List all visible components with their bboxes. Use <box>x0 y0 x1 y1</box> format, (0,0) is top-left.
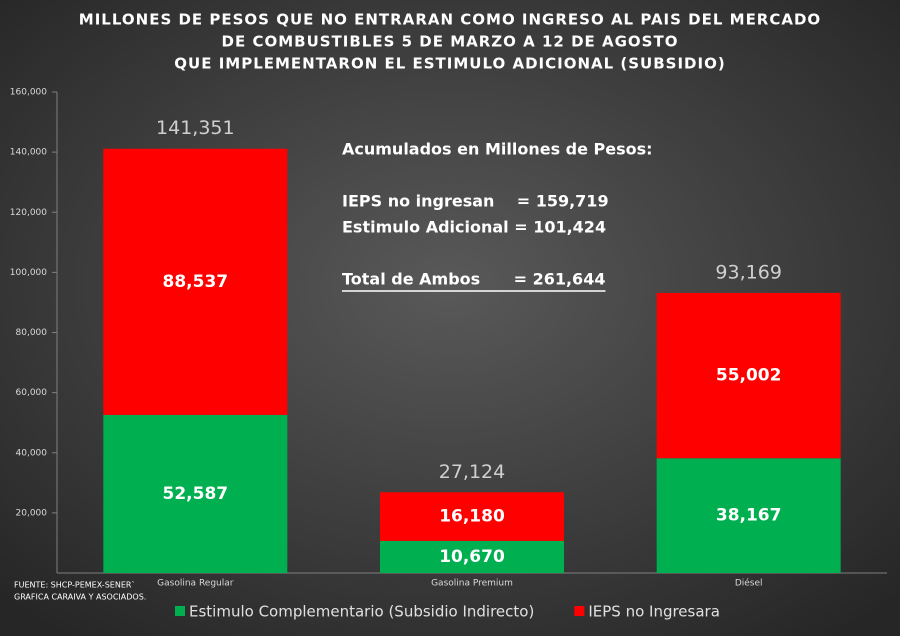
y-tick-label: 80,000 <box>16 328 48 338</box>
source-note: FUENTE: SHCP-PEMEX-SENER` <box>14 580 135 590</box>
source-note: GRAFICA CARAIVA Y ASOCIADOS. <box>14 593 146 602</box>
x-tick-label: Gasolina Premium <box>431 579 513 589</box>
bar-segment <box>380 492 564 541</box>
bar-segment <box>103 148 288 415</box>
value-label: 52,587 <box>163 484 229 504</box>
y-tick-label: 140,000 <box>10 148 47 158</box>
chart-title: MILLONES DE PESOS QUE NO ENTRARAN COMO I… <box>79 11 821 29</box>
y-tick-label: 160,000 <box>10 88 47 98</box>
y-tick-label: 100,000 <box>10 268 47 278</box>
legend-label: IEPS no Ingresara <box>588 603 720 621</box>
y-tick-label: 40,000 <box>16 448 48 458</box>
bar-segment <box>656 292 841 459</box>
value-label: 16,180 <box>439 507 505 527</box>
chart-title: QUE IMPLEMENTARON EL ESTIMULO ADICIONAL … <box>174 55 725 73</box>
y-tick-label: 20,000 <box>16 508 48 518</box>
bar-segment <box>103 414 288 573</box>
legend-label: Estimulo Complementario (Subsidio Indire… <box>189 603 534 621</box>
annotation: IEPS no ingresan = 159,719 <box>342 192 609 211</box>
total-label: 93,169 <box>715 261 781 283</box>
annotation: Total de Ambos = 261,644 <box>342 270 605 289</box>
value-label: 88,537 <box>163 272 229 292</box>
y-tick-label: 60,000 <box>16 388 48 398</box>
legend-swatch <box>175 606 185 616</box>
x-tick-label: Gasolina Regular <box>157 579 234 589</box>
bar-segment <box>380 540 564 573</box>
value-label: 55,002 <box>716 366 782 386</box>
total-label: 27,124 <box>439 461 505 483</box>
annotation: Acumulados en Millones de Pesos: <box>342 140 653 159</box>
chart-title: DE COMBUSTIBLES 5 DE MARZO A 12 DE AGOST… <box>222 33 679 51</box>
value-label: 38,167 <box>716 506 782 526</box>
y-tick-label: 120,000 <box>10 208 47 218</box>
value-label: 10,670 <box>439 547 505 567</box>
x-tick-label: Diésel <box>735 578 763 589</box>
annotation: Estimulo Adicional = 101,424 <box>342 218 606 237</box>
total-label: 141,351 <box>156 117 235 139</box>
bar-segment <box>656 458 841 573</box>
legend-swatch <box>574 606 585 616</box>
